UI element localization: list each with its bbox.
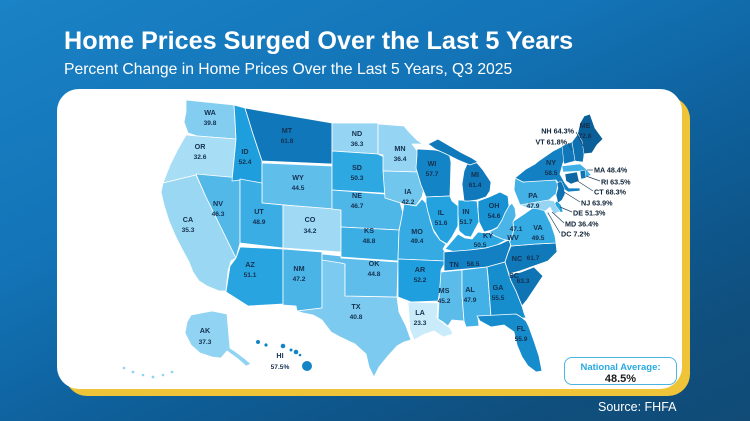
svg-text:50.5: 50.5: [474, 242, 487, 249]
svg-text:KY: KY: [483, 231, 493, 240]
svg-text:CA: CA: [183, 215, 193, 224]
svg-text:72.8: 72.8: [579, 133, 592, 140]
svg-text:47.2: 47.2: [293, 276, 306, 283]
svg-text:FL: FL: [517, 324, 526, 333]
svg-text:MI: MI: [471, 170, 479, 179]
svg-text:39.8: 39.8: [204, 120, 217, 127]
svg-text:58.5: 58.5: [467, 261, 480, 268]
svg-text:MO: MO: [411, 227, 423, 236]
svg-text:WI: WI: [428, 159, 437, 168]
svg-text:48.9: 48.9: [253, 219, 266, 226]
svg-text:47.1: 47.1: [510, 226, 523, 233]
svg-text:SD: SD: [352, 163, 362, 172]
svg-text:61.8: 61.8: [281, 138, 294, 145]
svg-text:ND: ND: [352, 129, 362, 138]
svg-text:NC: NC: [512, 254, 522, 263]
svg-text:NH 64.3%: NH 64.3%: [541, 127, 574, 136]
svg-text:57.7: 57.7: [426, 171, 439, 178]
svg-text:49.4: 49.4: [411, 238, 424, 245]
svg-text:55.9: 55.9: [515, 336, 528, 343]
svg-text:35.3: 35.3: [182, 227, 195, 234]
svg-text:TN: TN: [449, 260, 459, 269]
svg-text:51.7: 51.7: [460, 219, 473, 226]
svg-text:58.5: 58.5: [545, 170, 558, 177]
svg-text:61.4: 61.4: [469, 182, 482, 189]
svg-text:32.6: 32.6: [194, 154, 207, 161]
svg-text:WV: WV: [507, 233, 519, 242]
svg-text:42.2: 42.2: [402, 199, 415, 206]
svg-text:44.5: 44.5: [292, 185, 305, 192]
svg-text:PA: PA: [528, 191, 537, 200]
svg-text:CO: CO: [305, 215, 316, 224]
svg-text:54.6: 54.6: [488, 213, 501, 220]
svg-text:VA: VA: [533, 223, 542, 232]
svg-text:UT: UT: [254, 207, 264, 216]
svg-text:DE 51.3%: DE 51.3%: [573, 209, 606, 218]
svg-text:WA: WA: [204, 108, 216, 117]
svg-text:52.4: 52.4: [239, 159, 252, 166]
svg-text:51.6: 51.6: [435, 220, 448, 227]
svg-text:MD 36.4%: MD 36.4%: [565, 220, 599, 229]
svg-text:37.3: 37.3: [199, 339, 212, 346]
svg-text:MN: MN: [394, 144, 405, 153]
svg-text:LA: LA: [415, 308, 425, 317]
svg-text:AL: AL: [465, 285, 475, 294]
svg-text:IL: IL: [438, 208, 445, 217]
svg-text:WY: WY: [292, 173, 304, 182]
svg-text:ME: ME: [580, 121, 591, 130]
svg-text:GA: GA: [493, 283, 504, 292]
svg-text:RI 63.5%: RI 63.5%: [601, 178, 631, 187]
svg-text:MT: MT: [282, 126, 293, 135]
svg-text:63.3: 63.3: [517, 278, 530, 285]
svg-text:MS: MS: [439, 286, 450, 295]
svg-text:40.8: 40.8: [350, 314, 363, 321]
svg-text:OK: OK: [369, 259, 381, 268]
svg-text:NJ 63.9%: NJ 63.9%: [581, 199, 613, 208]
svg-text:SC: SC: [509, 271, 519, 280]
svg-text:TX: TX: [351, 302, 360, 311]
svg-text:44.8: 44.8: [368, 271, 381, 278]
svg-text:OH: OH: [489, 201, 500, 210]
svg-text:IA: IA: [404, 187, 411, 196]
svg-text:50.3: 50.3: [351, 175, 364, 182]
svg-text:HI: HI: [276, 351, 283, 360]
svg-text:AK: AK: [200, 326, 211, 335]
svg-text:47.9: 47.9: [527, 203, 540, 210]
svg-text:23.3: 23.3: [414, 320, 427, 327]
svg-text:NM: NM: [293, 264, 304, 273]
svg-text:46.7: 46.7: [351, 203, 364, 210]
svg-text:61.7: 61.7: [527, 255, 540, 262]
svg-text:NE: NE: [352, 191, 362, 200]
svg-text:KS: KS: [364, 226, 374, 235]
svg-text:NY: NY: [546, 158, 556, 167]
svg-text:MA 48.4%: MA 48.4%: [594, 166, 628, 175]
svg-text:36.4: 36.4: [394, 156, 407, 163]
svg-text:55.5: 55.5: [492, 295, 505, 302]
svg-text:IN: IN: [462, 207, 469, 216]
svg-text:CT 68.3%: CT 68.3%: [594, 188, 627, 197]
svg-text:52.2: 52.2: [414, 277, 427, 284]
svg-text:AZ: AZ: [245, 260, 255, 269]
svg-text:45.2: 45.2: [438, 298, 451, 305]
svg-text:VT 61.8%: VT 61.8%: [535, 138, 567, 147]
svg-text:DC 7.2%: DC 7.2%: [561, 230, 590, 239]
svg-text:48.8: 48.8: [363, 238, 376, 245]
svg-text:57.5%: 57.5%: [271, 364, 290, 371]
svg-text:NV: NV: [213, 199, 223, 208]
svg-text:46.3: 46.3: [212, 211, 225, 218]
svg-text:ID: ID: [241, 147, 248, 156]
svg-text:AR: AR: [415, 265, 426, 274]
svg-text:49.5: 49.5: [532, 235, 545, 242]
svg-text:36.3: 36.3: [351, 141, 364, 148]
svg-text:34.2: 34.2: [304, 228, 317, 235]
svg-text:OR: OR: [195, 142, 207, 151]
svg-text:51.1: 51.1: [244, 272, 257, 279]
svg-text:47.9: 47.9: [464, 297, 477, 304]
